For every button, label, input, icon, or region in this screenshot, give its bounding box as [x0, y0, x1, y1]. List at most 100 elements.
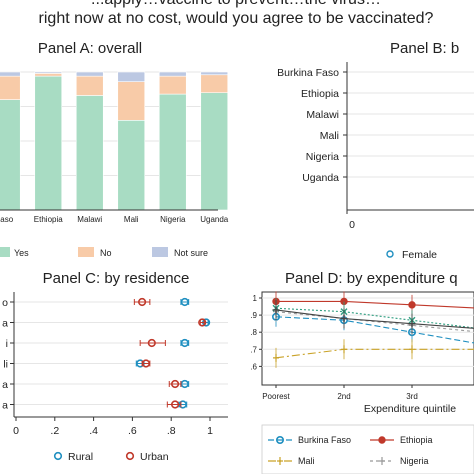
- panel-a-bar-no: [117, 81, 146, 121]
- panel-d-point: [272, 306, 280, 314]
- panel-a-category-label: Ethiopia: [34, 215, 63, 224]
- panel-c-point-urban: [138, 297, 147, 307]
- panel-a-category-label: Malawi: [77, 215, 102, 224]
- panel-c-row-label: a: [2, 400, 8, 412]
- panel-a-bar-yes: [75, 95, 104, 211]
- panel-d-y-tick-label: .8: [250, 328, 257, 337]
- panel-d-point: [409, 345, 415, 354]
- panel-d-plot-frame: [261, 291, 474, 386]
- panel-c-x-tick-label: 0: [13, 425, 19, 437]
- panel-a-bar-no: [158, 75, 187, 95]
- panel-a-category-label: Uganda: [200, 215, 229, 224]
- panel-d-point: [408, 301, 416, 309]
- panel-c-point-urban: [147, 338, 156, 348]
- panel-c-row-label: o: [2, 297, 8, 309]
- panel-c-legend-marker: [53, 451, 63, 461]
- panel-b-category-label: Malawi: [306, 109, 339, 121]
- panel-a-bar-yes: [200, 92, 229, 211]
- panel-a-bar-not-sure: [158, 71, 187, 77]
- panel-c-point-rural: [180, 379, 189, 389]
- panel-c-legend-label: Urban: [140, 451, 169, 463]
- panel-d-legend-marker: [277, 457, 283, 465]
- panel-d-legend-label: Mali: [298, 456, 315, 466]
- panel-d-legend-marker: [378, 436, 386, 444]
- panel-a-bar-yes: [34, 75, 63, 211]
- panel-d-y-tick-label: .9: [250, 311, 257, 320]
- panel-c-row-label: li: [3, 359, 8, 371]
- panel-a-bar-no: [75, 75, 104, 96]
- panel-d-legend-label: Nigeria: [400, 456, 429, 466]
- panel-a-bar-yes: [158, 93, 187, 211]
- panel-d-series-line: [275, 316, 474, 344]
- question-line-2: right now at no cost, would you agree to…: [39, 10, 434, 27]
- panel-d-x-tick-label: 2nd: [337, 392, 350, 401]
- panel-d-point: [408, 320, 416, 328]
- panel-a-legend-swatch: [152, 247, 168, 257]
- panel-a-category-label: Nigeria: [160, 215, 186, 224]
- panel-d-x-tick-label: Poorest: [262, 392, 290, 401]
- panel-c-x-tick-label: .2: [50, 425, 59, 437]
- panel-d-legend-label: Ethiopia: [400, 435, 433, 445]
- panel-c-row-label: a: [2, 379, 8, 391]
- panel-b-category-label: Burkina Faso: [277, 67, 339, 79]
- panel-a-bar-not-sure: [117, 71, 146, 82]
- panel-b-x-tick-label: 0: [349, 219, 355, 231]
- panel-a-bar-no: [200, 74, 229, 94]
- panel-d-series-line: [275, 309, 474, 329]
- panel-d-x-tick-label: 3rd: [406, 392, 418, 401]
- panel-c-point-urban: [141, 359, 151, 368]
- panel-d-y-tick-label: .7: [250, 345, 257, 354]
- panel-d-chart: 1 .9 .8 .7 .6 Poorest 2nd 3rd Burkina Faso Ethiop…: [250, 291, 474, 474]
- panel-a-bar-not-sure: [200, 71, 229, 76]
- panel-a-legend-swatch: [0, 247, 10, 257]
- panel-a-bar-no: [0, 75, 21, 100]
- panel-a-bar-not-sure: [34, 71, 63, 74]
- panel-a-title: Panel A: overall: [38, 40, 142, 57]
- panel-d-legend-box: [261, 424, 474, 474]
- panel-c-x-tick-label: .8: [167, 425, 176, 437]
- panel-c-x-tick-label: .4: [89, 425, 98, 437]
- panel-d-legend-label: Burkina Faso: [298, 435, 351, 445]
- panel-c-legend-label: Rural: [68, 451, 93, 463]
- panel-b-legend-marker: [386, 250, 394, 258]
- panel-c-title: Panel C: by residence: [43, 270, 190, 287]
- panel-b-category-label: Uganda: [302, 172, 339, 184]
- panel-c-point-urban: [170, 400, 180, 409]
- panel-d-y-tick-label: .6: [250, 362, 257, 371]
- panel-a-category-label: aso: [0, 215, 13, 224]
- panel-a-chart: aso Ethiopia Malawi Mali Nigeria Uganda Yes No N…: [0, 70, 229, 258]
- panel-b-category-label: Ethiopia: [301, 88, 339, 100]
- panel-c-point-urban: [198, 318, 207, 327]
- panel-d-series-line: [276, 300, 474, 309]
- panel-c-point-urban: [170, 379, 180, 389]
- panel-c-row-label: i: [6, 338, 8, 350]
- panel-a-bar-yes: [117, 120, 146, 211]
- panel-d-point: [341, 345, 347, 354]
- panel-d-point: [273, 353, 279, 362]
- panel-a-category-label: Mali: [124, 215, 139, 224]
- panel-d-point: [340, 315, 348, 323]
- panel-a-bar-not-sure: [0, 71, 21, 77]
- panel-a-legend-label: No: [100, 248, 112, 258]
- panel-a-bar-no: [34, 73, 63, 77]
- panel-a-legend-label: Not sure: [174, 248, 208, 258]
- panel-b-title: Panel B: b: [390, 40, 459, 57]
- question-line-1: ...apply…vaccine to prevent…the virus…: [91, 0, 381, 8]
- panel-c-ci: [139, 340, 166, 346]
- panel-a-legend-swatch: [78, 247, 94, 257]
- panel-a-legend-label: Yes: [14, 248, 29, 258]
- panel-c-x-tick-label: 1: [207, 425, 213, 437]
- panel-d-legend-marker: [379, 457, 385, 465]
- panel-d-series-line: [275, 348, 474, 359]
- panel-b-category-label: Nigeria: [306, 151, 339, 163]
- panel-c-point-rural: [180, 338, 189, 348]
- panel-b-category-label: Mali: [320, 130, 339, 142]
- panel-b-chart: Burkina Faso Ethiopia Malawi Mali Nigeria Uga…: [277, 62, 474, 261]
- panel-c-legend-marker: [125, 451, 135, 461]
- panel-c-row-label: a: [2, 318, 8, 330]
- panel-a-bar-not-sure: [75, 71, 104, 77]
- panel-a-bar-yes: [0, 99, 21, 211]
- panel-d-legend-marker: [275, 435, 284, 444]
- panel-d-xlabel: Expenditure quintile: [364, 403, 456, 415]
